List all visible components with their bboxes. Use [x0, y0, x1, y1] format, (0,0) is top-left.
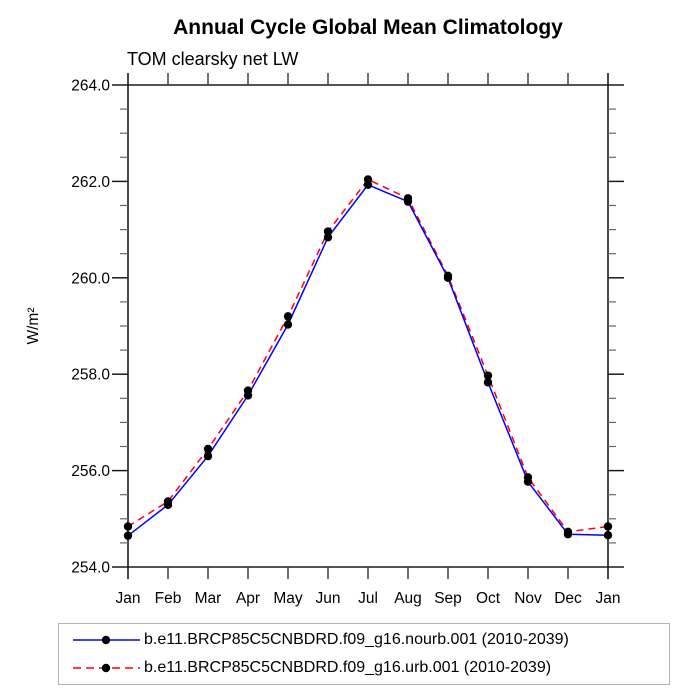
data-point: [163, 497, 173, 506]
legend-swatch-solid-line-icon: [73, 635, 140, 645]
svg-text:May: May: [273, 590, 303, 607]
y-ticks: [112, 108, 624, 544]
data-point: [603, 522, 613, 531]
data-point: [203, 451, 213, 461]
data-point: [283, 312, 293, 321]
plot-area: 254.0 256.0 258.0 260.0 262.0 264.0 Jan Feb Mar A…: [25, 73, 624, 607]
data-point: [323, 227, 333, 236]
data-point: [563, 527, 573, 537]
svg-text:Jan: Jan: [116, 590, 141, 607]
data-point: [283, 320, 293, 329]
data-point: [403, 194, 413, 203]
chart-title: Annual Cycle Global Mean Climatology: [173, 16, 563, 39]
legend: b.e11.BRCP85C5CNBDRD.f09_g16.nourb.001 (…: [58, 623, 670, 685]
svg-text:Jul: Jul: [358, 590, 378, 607]
svg-text:262.0: 262.0: [71, 174, 110, 191]
svg-text:Apr: Apr: [236, 590, 260, 607]
data-point: [123, 522, 133, 531]
y-axis-title: W/m²: [25, 307, 42, 344]
x-tick-labels: Jan Feb Mar Apr May Jun Jul Aug Sep Oct Nov Dec Jan: [116, 590, 621, 607]
data-point: [203, 444, 213, 454]
data-point: [483, 378, 493, 387]
data-point: [523, 473, 533, 482]
chart-subtitle: TOM clearsky net LW: [127, 49, 299, 69]
svg-text:Nov: Nov: [514, 590, 542, 607]
data-point: [323, 233, 333, 242]
data-markers: [123, 175, 613, 540]
svg-text:256.0: 256.0: [71, 463, 110, 480]
series-line-nourb: [127, 183, 609, 537]
svg-text:Mar: Mar: [195, 590, 222, 607]
legend-swatch-dashed-line-icon: [73, 663, 140, 673]
svg-text:Aug: Aug: [394, 590, 422, 607]
legend-label-nourb: b.e11.BRCP85C5CNBDRD.f09_g16.nourb.001 (…: [144, 631, 569, 648]
svg-text:260.0: 260.0: [71, 270, 110, 287]
svg-text:264.0: 264.0: [71, 78, 110, 95]
svg-text:Oct: Oct: [476, 590, 501, 607]
data-point: [443, 271, 453, 281]
legend-entry-urb: b.e11.BRCP85C5CNBDRD.f09_g16.urb.001 (20…: [59, 656, 669, 680]
data-point: [483, 371, 493, 380]
data-point: [363, 175, 373, 184]
series-line-urb: [127, 178, 609, 533]
svg-text:Sep: Sep: [434, 590, 462, 607]
x-ticks: [167, 73, 569, 579]
svg-text:Dec: Dec: [554, 590, 582, 607]
data-point: [243, 386, 253, 395]
svg-text:Feb: Feb: [155, 590, 182, 607]
svg-text:Jan: Jan: [596, 590, 621, 607]
y-tick-labels: 254.0 256.0 258.0 260.0 262.0 264.0: [71, 78, 110, 577]
legend-label-urb: b.e11.BRCP85C5CNBDRD.f09_g16.urb.001 (20…: [144, 659, 552, 676]
svg-text:258.0: 258.0: [71, 367, 110, 384]
legend-entry-nourb: b.e11.BRCP85C5CNBDRD.f09_g16.nourb.001 (…: [59, 628, 669, 652]
svg-text:254.0: 254.0: [71, 560, 110, 577]
svg-text:Jun: Jun: [316, 590, 341, 607]
data-point: [603, 530, 613, 540]
data-point: [123, 531, 133, 540]
